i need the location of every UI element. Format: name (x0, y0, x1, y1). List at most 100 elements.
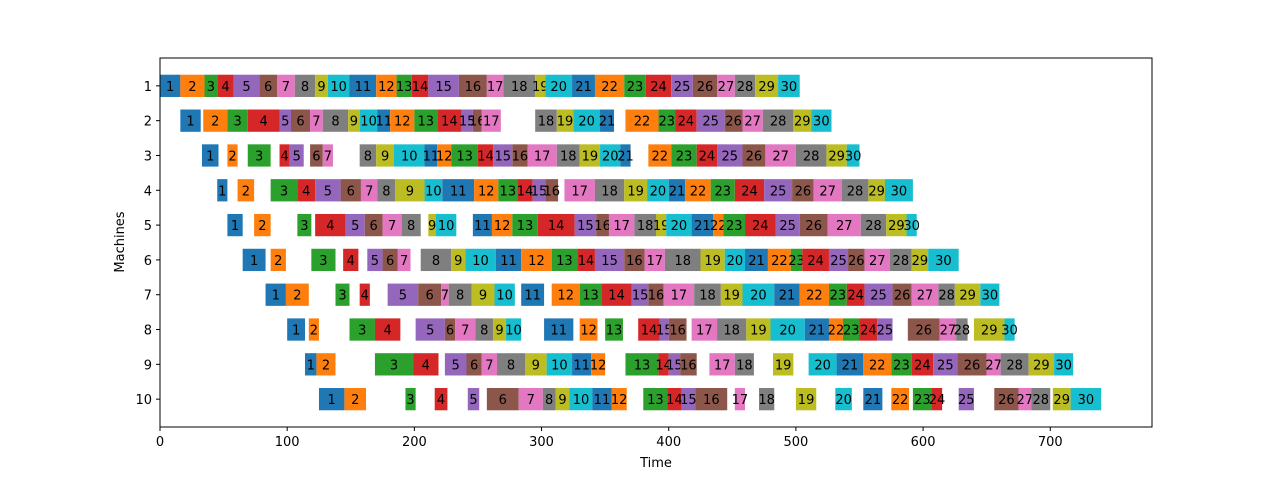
bar-m8-job3 (349, 318, 375, 341)
bar-label-m1-job15: 15 (435, 80, 452, 95)
bar-label-m2-job1: 1 (186, 115, 194, 130)
bar-m3-job12 (437, 144, 452, 167)
bar-label-m4-job19: 19 (627, 184, 644, 199)
bar-label-m4-job1: 1 (218, 184, 226, 199)
bar-label-m3-job20: 20 (602, 149, 619, 164)
bar-m1-job15 (428, 74, 459, 97)
y-tick-label: 7 (144, 289, 152, 304)
bar-m3-job29 (826, 144, 847, 167)
bar-label-m8-job18: 18 (723, 324, 740, 339)
bar-label-m2-job6: 6 (296, 115, 304, 130)
bar-label-m4-job29: 29 (868, 184, 885, 199)
bar-m7-job13 (579, 283, 602, 306)
bar-label-m9-job10: 10 (551, 358, 568, 373)
bar-label-m4-job26: 26 (795, 184, 812, 199)
bar-label-m4-job12: 12 (478, 184, 495, 199)
bar-label-m7-job20: 20 (750, 289, 767, 304)
bar-m2-job17 (481, 109, 501, 132)
bar-label-m5-job12: 12 (494, 219, 511, 234)
bar-label-m4-job3: 3 (280, 184, 288, 199)
bar-m4-job3 (270, 179, 298, 202)
bar-label-m9-job16: 16 (680, 358, 697, 373)
bar-m7-job5 (387, 283, 419, 306)
bar-label-m2-job17: 17 (483, 115, 500, 130)
bar-m1-job16 (458, 74, 487, 97)
bar-label-m1-job9: 9 (317, 80, 325, 95)
bar-label-m1-job28: 28 (737, 80, 754, 95)
bar-m3-job28 (795, 144, 827, 167)
bar-label-m5-job4: 4 (326, 219, 334, 234)
bar-m8-job21 (804, 318, 829, 341)
bar-m2-job22 (625, 109, 659, 132)
bar-m10-job13 (643, 388, 668, 411)
bar-label-m10-job17: 17 (732, 393, 749, 408)
bar-label-m10-job30: 30 (1078, 393, 1095, 408)
bar-label-m4-job2: 2 (242, 184, 250, 199)
bar-m6-job18 (664, 248, 701, 272)
bar-label-m10-job1: 1 (328, 393, 336, 408)
bar-label-m4-job17: 17 (571, 184, 588, 199)
bar-label-m5-job13: 13 (517, 219, 534, 234)
bar-m6-job9 (451, 248, 466, 272)
bar-label-m9-job11: 11 (573, 358, 590, 373)
bar-label-m5-job30: 30 (903, 219, 920, 234)
bar-m8-job25 (877, 318, 893, 341)
bar-m10-job18 (759, 388, 775, 411)
bar-label-m7-job8: 8 (456, 289, 464, 304)
bar-m2-job23 (658, 109, 676, 132)
bar-m9-job12 (591, 353, 606, 376)
bar-label-m9-job13: 13 (634, 358, 651, 373)
bar-m10-job15 (681, 388, 696, 411)
bar-label-m3-job7: 7 (324, 149, 332, 164)
bar-label-m1-job10: 10 (330, 80, 347, 95)
bar-m3-job27 (765, 144, 796, 167)
bar-m8-job23 (842, 318, 860, 341)
bar-m9-job10 (546, 353, 573, 376)
bar-label-m1-job3: 3 (207, 80, 215, 95)
bar-m4-job25 (764, 179, 793, 202)
bar-m2-job27 (742, 109, 763, 132)
bar-m4-job8 (377, 179, 396, 202)
bar-m10-job11 (592, 388, 612, 411)
bar-m6-job30 (928, 248, 959, 272)
bar-m9-job4 (413, 353, 439, 376)
bar-label-m3-job28: 28 (803, 149, 820, 164)
bar-label-m8-job19: 19 (750, 324, 767, 339)
bar-label-m6-job11: 11 (500, 254, 517, 269)
bar-m9-job25 (933, 353, 958, 376)
y-tick-label: 3 (144, 149, 152, 164)
bar-m5-job9 (428, 213, 436, 237)
bar-m2-job19 (556, 109, 574, 132)
bar-label-m2-job12: 12 (394, 115, 411, 130)
bar-m10-job27 (1018, 388, 1032, 411)
bar-m6-job1 (242, 248, 266, 272)
bar-label-m10-job29: 29 (1053, 393, 1070, 408)
bar-label-m10-job19: 19 (798, 393, 815, 408)
bar-m3-job19 (579, 144, 601, 167)
bar-label-m5-job5: 5 (351, 219, 359, 234)
bar-m5-job4 (315, 213, 346, 237)
bar-label-m6-job6: 6 (386, 254, 394, 269)
bar-label-m2-job21: 21 (599, 115, 616, 130)
bar-label-m8-job14: 14 (641, 324, 658, 339)
bar-m7-job17 (663, 283, 695, 306)
bar-m5-job14 (537, 213, 575, 237)
bar-m8-job4 (374, 318, 401, 341)
bar-label-m5-job29: 29 (888, 219, 905, 234)
bar-label-m8-job6: 6 (446, 324, 454, 339)
bar-m4-job22 (685, 179, 711, 202)
bar-label-m10-job8: 8 (545, 393, 553, 408)
bar-m7-job22 (799, 283, 829, 306)
bar-m6-job17 (644, 248, 665, 272)
bar-m5-job20 (666, 213, 692, 237)
bar-label-m6-job1: 1 (250, 254, 258, 269)
bar-label-m7-job11: 11 (524, 289, 541, 304)
bar-label-m2-job10: 10 (360, 115, 377, 130)
bar-m4-job26 (792, 179, 814, 202)
bar-m3-job4 (279, 144, 290, 167)
bar-m9-job20 (808, 353, 837, 376)
bar-label-m8-job26: 26 (915, 324, 932, 339)
bar-m2-job2 (203, 109, 228, 132)
bar-m5-job22 (713, 213, 724, 237)
bar-label-m8-job12: 12 (580, 324, 597, 339)
